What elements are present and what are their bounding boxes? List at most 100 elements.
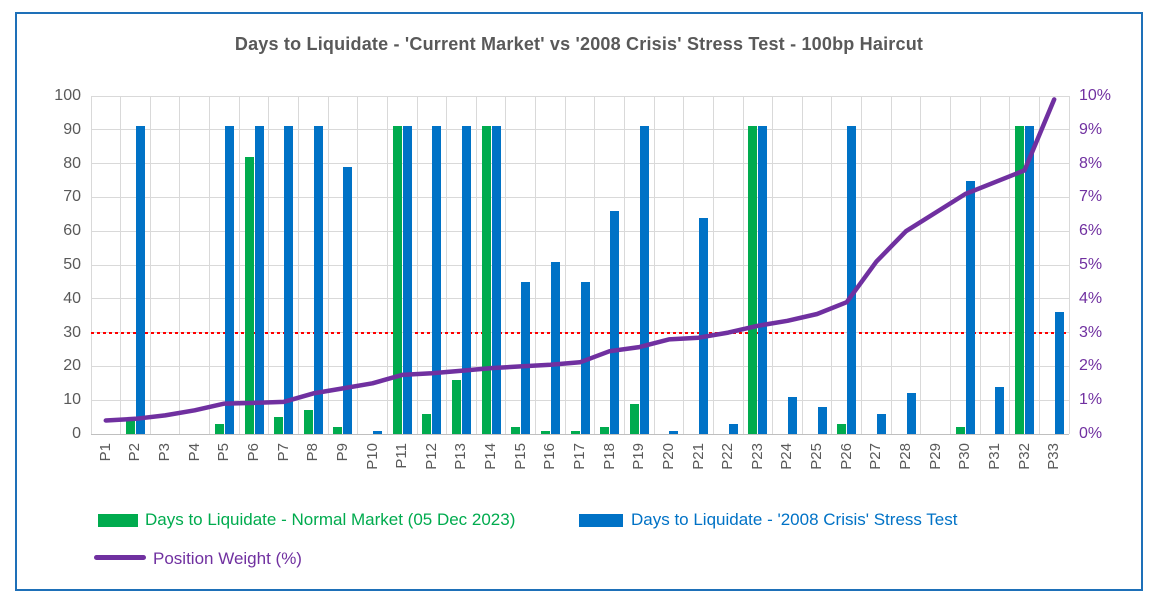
v-gridline (564, 96, 566, 434)
plot-area (90, 95, 1070, 435)
y-axis-right-tick: 9% (1079, 120, 1103, 138)
x-axis-label: P3 (156, 443, 174, 462)
threshold-line (91, 331, 1069, 334)
bar-stress-test (758, 126, 768, 434)
legend-line-swatch (94, 555, 146, 560)
position-weight-line (103, 97, 1057, 423)
bar-stress-test (402, 126, 412, 434)
v-gridline (268, 96, 270, 434)
v-gridline (623, 96, 625, 434)
y-axis-left-tick: 20 (63, 357, 81, 375)
bar-stress-test (461, 126, 471, 434)
x-axis-label: P11 (393, 443, 411, 469)
bar-stress-test (373, 430, 383, 434)
x-axis-label: P28 (897, 443, 914, 470)
bar-stress-test (550, 261, 560, 434)
v-gridline (90, 96, 92, 434)
legend-label: Days to Liquidate - Normal Market (05 De… (145, 510, 516, 529)
bar-stress-test (1054, 312, 1064, 434)
v-gridline (801, 96, 803, 434)
x-axis-label: P18 (600, 443, 618, 470)
bar-normal-market (422, 413, 432, 434)
bar-stress-test (876, 413, 886, 434)
x-axis-label: P8 (304, 443, 322, 462)
v-gridline (742, 96, 744, 434)
v-gridline (890, 96, 892, 434)
x-axis-label: P29 (926, 443, 944, 470)
v-gridline (1038, 96, 1040, 434)
bar-normal-market (570, 430, 580, 434)
h-gridline (91, 129, 1069, 131)
y-axis-right-tick: 8% (1079, 154, 1103, 172)
x-axis-label: P21 (689, 443, 707, 470)
bar-normal-market (274, 417, 284, 434)
x-axis-label: P25 (808, 443, 826, 470)
bar-stress-test (313, 126, 323, 434)
v-gridline (653, 96, 655, 434)
v-gridline (920, 96, 922, 434)
v-gridline (1009, 96, 1011, 434)
x-axis-label: P16 (541, 443, 559, 470)
y-axis-left-tick: 30 (63, 323, 81, 341)
bar-stress-test (669, 430, 679, 434)
legend-label: Days to Liquidate - '2008 Crisis' Stress… (631, 510, 958, 529)
x-axis-label: P10 (363, 443, 381, 470)
bar-normal-market (748, 126, 758, 434)
bar-stress-test (284, 126, 294, 434)
bar-stress-test (343, 166, 353, 434)
bar-normal-market (511, 427, 521, 434)
chart-title: Days to Liquidate - 'Current Market' vs … (234, 34, 924, 54)
bar-normal-market (214, 423, 224, 434)
bar-normal-market (333, 427, 343, 434)
x-axis-label: P32 (1015, 443, 1033, 470)
v-gridline (475, 96, 477, 434)
bar-stress-test (1025, 126, 1035, 434)
v-gridline (297, 96, 299, 434)
bar-normal-market (955, 427, 965, 434)
h-gridline (91, 196, 1069, 198)
y-axis-right-tick: 7% (1079, 188, 1103, 206)
bar-normal-market (540, 430, 550, 434)
x-axis-label: P23 (748, 443, 766, 470)
h-gridline (91, 95, 1069, 97)
h-gridline (91, 298, 1069, 300)
bar-normal-market (244, 156, 254, 434)
y-axis-right-tick: 0% (1079, 425, 1103, 442)
legend-bar-swatch (98, 514, 138, 527)
bar-stress-test (521, 281, 531, 434)
h-gridline (91, 264, 1069, 266)
bar-stress-test (580, 281, 590, 434)
x-axis-label: P7 (274, 443, 292, 462)
y-axis-left-tick: 0 (72, 425, 81, 442)
x-axis-label: P14 (482, 443, 500, 470)
v-gridline (120, 96, 122, 434)
h-gridline (91, 365, 1069, 367)
y-axis-left-tick: 90 (63, 120, 81, 138)
v-gridline (594, 96, 596, 434)
v-gridline (209, 96, 211, 434)
x-axis-label: P19 (630, 443, 648, 470)
x-axis-label: P33 (1045, 443, 1063, 470)
v-gridline (179, 96, 181, 434)
v-gridline (1068, 96, 1070, 434)
chart-frame: Days to Liquidate - 'Current Market' vs … (15, 12, 1143, 591)
x-axis-label: P9 (333, 443, 351, 462)
y-axis-left-tick: 10 (63, 391, 81, 409)
h-gridline (91, 163, 1069, 165)
bar-stress-test (906, 393, 916, 434)
v-gridline (149, 96, 151, 434)
bar-normal-market (392, 126, 402, 434)
x-axis-label: P12 (422, 443, 440, 470)
v-gridline (238, 96, 240, 434)
bar-stress-test (817, 406, 827, 434)
v-gridline (712, 96, 714, 434)
y-axis-left-tick: 100 (54, 87, 81, 104)
bar-normal-market (1015, 126, 1025, 434)
x-axis-label: P13 (452, 443, 470, 470)
v-gridline (683, 96, 685, 434)
x-axis-label: P22 (719, 443, 737, 470)
bar-stress-test (728, 423, 738, 434)
bar-stress-test (787, 396, 797, 434)
bar-normal-market (451, 379, 461, 434)
x-axis-label: P20 (659, 443, 677, 470)
